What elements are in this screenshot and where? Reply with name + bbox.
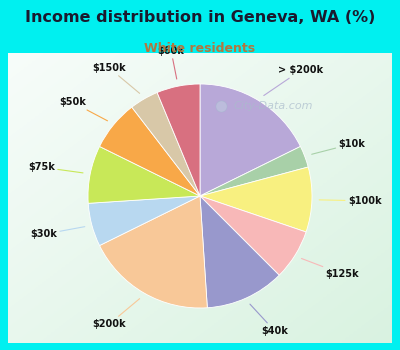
Text: White residents: White residents [144,42,256,55]
Text: $200k: $200k [92,299,140,329]
Wedge shape [200,196,306,275]
Text: $10k: $10k [312,139,365,154]
Text: Income distribution in Geneva, WA (%): Income distribution in Geneva, WA (%) [25,10,375,26]
Text: $50k: $50k [59,97,108,121]
Text: City-Data.com: City-Data.com [234,102,313,111]
Text: $60k: $60k [158,46,184,79]
Wedge shape [132,92,200,196]
Wedge shape [100,107,200,196]
Wedge shape [157,84,200,196]
Wedge shape [88,146,200,203]
Wedge shape [88,196,200,246]
Text: $125k: $125k [302,259,359,279]
Text: $40k: $40k [250,304,288,336]
Wedge shape [200,167,312,232]
Text: $30k: $30k [30,227,85,239]
Text: > $200k: > $200k [264,65,323,96]
Wedge shape [100,196,207,308]
Wedge shape [200,84,300,196]
Wedge shape [200,196,279,308]
Text: $100k: $100k [319,196,381,206]
Text: $75k: $75k [28,162,83,173]
Wedge shape [200,146,308,196]
Text: $150k: $150k [92,63,140,93]
